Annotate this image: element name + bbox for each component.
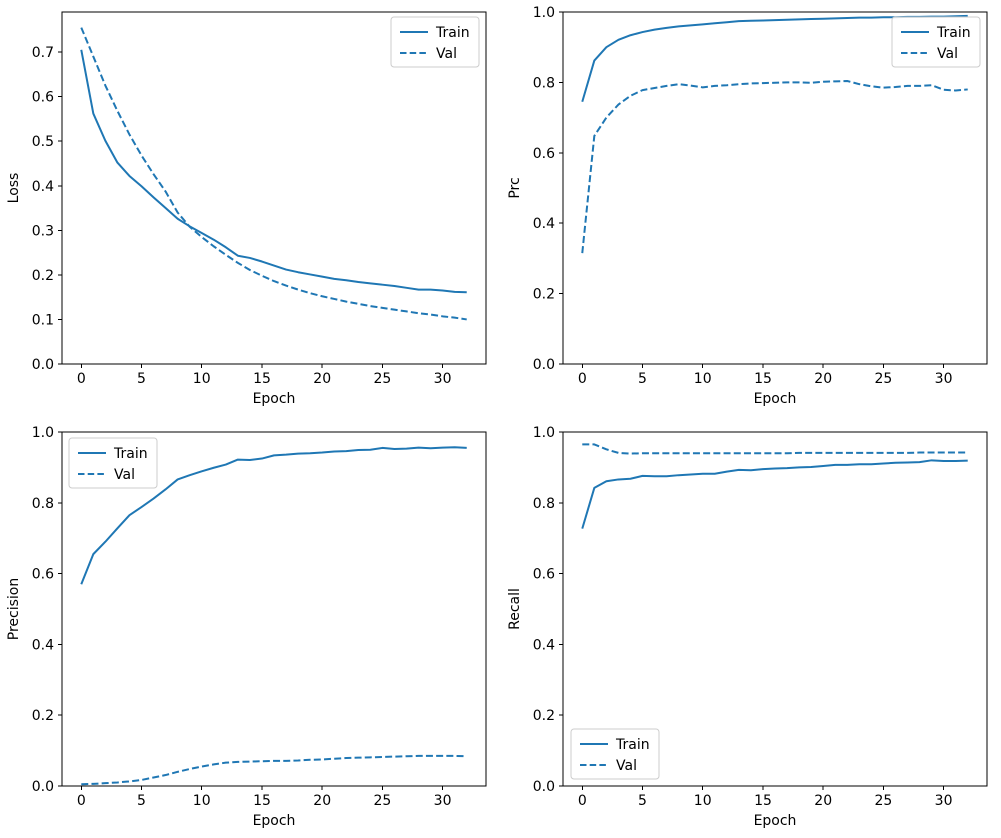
loss-xlabel: Epoch — [253, 391, 296, 407]
subplot-prc: 0 5 10 15 20 25 30 0.0 0.2 0.4 0.6 0.8 1.0 Epoch Prc Tr… — [501, 0, 1001, 419]
prc-val-line — [581, 79, 968, 254]
x-tick-label: 30 — [434, 793, 452, 809]
legend: Train Val — [68, 437, 158, 489]
y-tick-label: 0.6 — [533, 567, 555, 583]
y-tick-label: 0.3 — [32, 223, 54, 239]
y-tick-label: 0.4 — [533, 216, 555, 232]
subplot-loss: 0 5 10 15 20 25 30 0.0 0.1 0.2 0.3 0.4 0.5 0.6 0.7 Epoc… — [0, 0, 500, 419]
legend-train-label: Train — [615, 737, 650, 753]
axes-box — [61, 431, 487, 787]
legend-val-label: Val — [436, 46, 457, 62]
y-tick-label: 0.2 — [533, 708, 555, 724]
x-tick-label: 15 — [253, 371, 271, 387]
precision-train-line — [80, 446, 467, 585]
y-tick-label: 0.2 — [32, 708, 54, 724]
y-tick-label: 0.4 — [32, 637, 54, 653]
x-tick-label: 25 — [874, 371, 892, 387]
x-tick-label: 10 — [193, 371, 211, 387]
recall-chart: 0 5 10 15 20 25 30 0.0 0.2 0.4 0.6 0.8 1.0 Epoch Recal… — [507, 425, 988, 829]
x-tick-label: 30 — [935, 371, 953, 387]
recall-train-line — [581, 459, 968, 529]
y-tick-label: 0.6 — [32, 567, 54, 583]
x-tick-label: 0 — [578, 371, 587, 387]
x-tick-label: 15 — [253, 793, 271, 809]
loss-train-line — [80, 49, 467, 294]
x-tick-label: 20 — [313, 793, 331, 809]
x-tick-label: 10 — [694, 371, 712, 387]
loss-chart: 0 5 10 15 20 25 30 0.0 0.1 0.2 0.3 0.4 0.5 0.6 0.7 Epoc… — [6, 11, 487, 407]
y-tick-label: 0.0 — [32, 357, 54, 373]
subplot-precision: 0 5 10 15 20 25 30 0.0 0.2 0.4 0.6 0.8 1.0 Epoch Preci… — [0, 419, 500, 838]
y-tick-label: 0.0 — [533, 779, 555, 795]
x-tick-label: 20 — [814, 793, 832, 809]
legend-val-label: Val — [937, 46, 958, 62]
loss-ylabel: Loss — [6, 173, 22, 204]
x-tick-label: 5 — [137, 793, 146, 809]
legend: Train Val — [390, 16, 480, 68]
legend: Train Val — [570, 728, 660, 780]
precision-chart: 0 5 10 15 20 25 30 0.0 0.2 0.4 0.6 0.8 1.0 Epoch Preci… — [6, 425, 487, 829]
axes-box — [562, 431, 988, 787]
x-tick-label: 0 — [77, 371, 86, 387]
y-tick-label: 1.0 — [32, 425, 54, 441]
recall-xlabel: Epoch — [754, 813, 797, 829]
y-tick-label: 1.0 — [533, 5, 555, 21]
y-tick-label: 0.7 — [32, 45, 54, 61]
subplot-recall: 0 5 10 15 20 25 30 0.0 0.2 0.4 0.6 0.8 1.0 Epoch Recal… — [501, 419, 1001, 838]
precision-ylabel: Precision — [6, 578, 22, 640]
y-tick-label: 0.2 — [32, 268, 54, 284]
y-tick-label: 0.0 — [533, 357, 555, 373]
y-tick-label: 0.6 — [533, 146, 555, 162]
recall-val-line — [582, 443, 968, 455]
prc-ylabel: Prc — [507, 177, 523, 198]
x-tick-label: 25 — [874, 793, 892, 809]
x-tick-label: 25 — [373, 793, 391, 809]
recall-ylabel: Recall — [507, 588, 523, 630]
y-tick-label: 0.0 — [32, 779, 54, 795]
y-tick-label: 0.4 — [32, 179, 54, 195]
y-tick-label: 0.8 — [533, 75, 555, 91]
x-tick-label: 5 — [137, 371, 146, 387]
precision-val-line — [81, 754, 467, 786]
y-tick-label: 0.1 — [32, 312, 54, 328]
loss-val-line — [80, 27, 467, 321]
legend-box — [68, 437, 158, 489]
y-tick-label: 0.5 — [32, 134, 54, 150]
y-tick-label: 1.0 — [533, 425, 555, 441]
legend: Train Val — [891, 16, 981, 68]
legend-train-label: Train — [936, 25, 971, 41]
x-tick-label: 15 — [754, 371, 772, 387]
x-tick-label: 5 — [638, 371, 647, 387]
x-tick-label: 20 — [313, 371, 331, 387]
y-tick-label: 0.6 — [32, 90, 54, 106]
axes-box — [61, 11, 487, 365]
x-tick-label: 20 — [814, 371, 832, 387]
y-tick-label: 0.8 — [533, 496, 555, 512]
x-tick-label: 30 — [434, 371, 452, 387]
x-tick-label: 0 — [578, 793, 587, 809]
legend-train-label: Train — [435, 25, 470, 41]
legend-val-label: Val — [616, 758, 637, 774]
y-tick-label: 0.4 — [533, 637, 555, 653]
legend-box — [891, 16, 981, 68]
prc-xlabel: Epoch — [754, 391, 797, 407]
legend-val-label: Val — [114, 467, 135, 483]
x-tick-label: 5 — [638, 793, 647, 809]
x-tick-label: 10 — [193, 793, 211, 809]
y-tick-label: 0.8 — [32, 496, 54, 512]
legend-box — [390, 16, 480, 68]
y-tick-label: 0.2 — [533, 287, 555, 303]
legend-train-label: Train — [113, 446, 148, 462]
axes-box — [562, 11, 988, 365]
precision-xlabel: Epoch — [253, 813, 296, 829]
x-tick-label: 25 — [373, 371, 391, 387]
x-tick-label: 15 — [754, 793, 772, 809]
x-tick-label: 30 — [935, 793, 953, 809]
legend-box — [570, 728, 660, 780]
x-tick-label: 0 — [77, 793, 86, 809]
prc-chart: 0 5 10 15 20 25 30 0.0 0.2 0.4 0.6 0.8 1.0 Epoch Prc Tr… — [507, 5, 988, 407]
x-tick-label: 10 — [694, 793, 712, 809]
